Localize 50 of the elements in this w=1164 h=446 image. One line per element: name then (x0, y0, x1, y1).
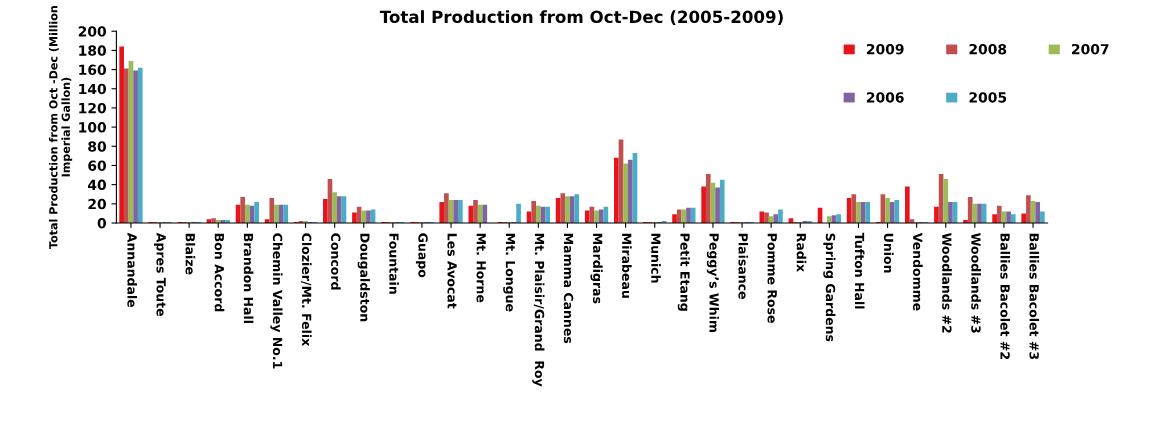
x-tick-label: Peggy’s Whim (706, 233, 720, 332)
x-tick-label: Mt. Plaisir/Grand Roy (532, 233, 545, 387)
x-tick-label: Mamma Cannes (563, 233, 574, 344)
x-tick-label: Mt. Horne (476, 233, 486, 303)
x-tick-label: Munich (651, 233, 661, 283)
x-tick-label: Les Avocat (447, 233, 457, 309)
legend-label: 2007 (1072, 43, 1109, 55)
x-tick-label: Tufton Hall (854, 232, 865, 309)
y-tick-label: 20 (88, 198, 107, 210)
x-tick-label: Dougaldston (357, 233, 370, 322)
y-tick-label: 100 (79, 122, 107, 133)
legend-label: 2008 (969, 43, 1007, 55)
y-tick-label: 0 (97, 217, 107, 229)
x-tick-label: Concord (331, 233, 341, 290)
x-tick-label: Fountain (389, 233, 399, 294)
y-tick-label: 200 (78, 26, 107, 37)
x-tick-label: Blaize (185, 233, 196, 275)
x-tick-label: Bon Accord (214, 233, 225, 312)
y-tick-label: 140 (79, 83, 107, 95)
x-tick-label: Mt. Longue (503, 233, 516, 312)
x-tick-label: Vendomme (913, 232, 923, 311)
chart-title: Total Production from Oct-Dec (2005-2009) (379, 10, 783, 26)
x-tick-label: Apres Toute (154, 232, 166, 316)
y-tick-label: 160 (79, 64, 107, 76)
legend-label: 2009 (866, 43, 904, 55)
x-tick-label: Woodlands #3 (971, 233, 981, 333)
x-tick-label: Ballies Bacolet #3 (1029, 233, 1040, 360)
x-tick-label: Chemin Valley No.1 (270, 233, 283, 369)
x-tick-label: Radix (796, 233, 807, 272)
x-tick-label: Union (883, 233, 894, 273)
y-tick-label: 180 (79, 45, 107, 56)
x-tick-label: Mirabeau (622, 233, 632, 298)
x-tick-label: Brandon Hall (243, 233, 254, 323)
x-tick-label: Ballies Bacolet #2 (1000, 233, 1010, 359)
x-tick-label: Annandale (127, 232, 137, 308)
x-tick-label: Pomme Rose (767, 233, 777, 323)
y-tick-label: 40 (87, 179, 107, 191)
x-tick-label: Mardigras (590, 233, 603, 304)
y-axis-title: Total Production from Oct -Dec (Million Imperial Gallon) (48, 6, 73, 249)
y-tick-label: 120 (79, 102, 107, 114)
y-tick-label: 60 (88, 160, 107, 171)
x-tick-label: Clozier/Mt. Felix (300, 233, 312, 347)
legend-label: 2006 (866, 92, 904, 103)
x-tick-label: Petit Etang (677, 233, 690, 311)
legend-label: 2005 (969, 92, 1007, 103)
y-tick-label: 80 (88, 141, 107, 152)
x-tick-label: Plaisance (738, 233, 749, 299)
x-tick-label: Guapo (415, 233, 428, 278)
x-tick-label: Woodlands #2 (942, 233, 952, 333)
x-tick-label: Spring Gardens (823, 233, 836, 342)
